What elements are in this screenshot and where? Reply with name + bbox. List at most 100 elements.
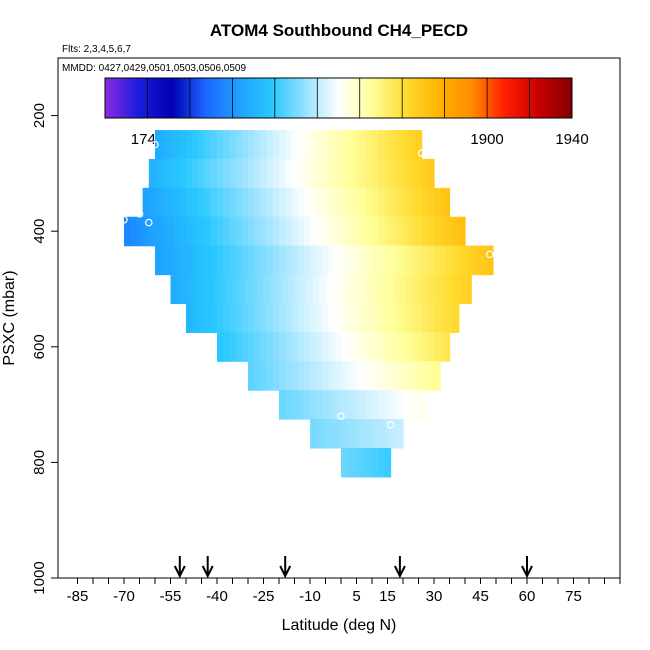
heatmap-cell [412, 274, 420, 305]
heatmap-cell [198, 158, 206, 189]
heatmap-cell [263, 274, 271, 305]
heatmap-cell [167, 130, 175, 160]
observation-marker [485, 250, 494, 259]
x-tick-label: 15 [379, 588, 396, 605]
heatmap-cell [440, 187, 447, 218]
heatmap-cell [415, 303, 423, 333]
heatmap-cell [440, 245, 447, 276]
heatmap-cell [235, 332, 243, 362]
heatmap-cell [421, 245, 429, 276]
x-tick-label: 30 [426, 588, 443, 605]
heatmap-cell [347, 419, 354, 449]
heatmap-cell [266, 130, 274, 160]
heatmap-cell [415, 361, 423, 391]
heatmap-cell [365, 130, 373, 160]
heatmap-cell [186, 245, 193, 276]
heatmap-cell [179, 130, 187, 160]
heatmap-cell [421, 216, 429, 247]
heatmap-cell [477, 245, 485, 276]
heatmap-cell [461, 274, 469, 305]
heatmap-cell [229, 187, 237, 218]
heatmap-cell [337, 274, 345, 305]
heatmap-cell [297, 390, 305, 420]
heatmap-cell [303, 390, 311, 420]
heatmap-cell [201, 274, 209, 305]
flight-arrows [173, 556, 533, 579]
colorbar-gradient [104, 77, 573, 119]
heatmap-cell [248, 130, 255, 160]
heatmap-cell [359, 447, 367, 478]
heatmap-cell [130, 216, 137, 247]
heatmap-cell [427, 158, 435, 189]
observation-marker [120, 215, 128, 224]
heatmap-cell [403, 361, 410, 391]
heatmap-cell [310, 390, 317, 420]
heatmap-cell [427, 216, 435, 247]
heatmap-cell [341, 130, 348, 160]
observation-marker [417, 149, 426, 157]
heatmap-cell [365, 187, 373, 218]
heatmap-cell [328, 361, 336, 391]
heatmap-cell [334, 245, 342, 276]
heatmap-cell [353, 158, 361, 189]
heatmap-cell [316, 245, 323, 276]
heatmap-cell [365, 419, 373, 449]
heatmap-cell [372, 303, 379, 333]
heatmap-cell [204, 158, 212, 189]
heatmap-cell [430, 274, 438, 305]
heatmap-cell [347, 361, 354, 391]
heatmap-cell [300, 274, 308, 305]
heatmap-cell [347, 303, 354, 333]
heatmap-cell [210, 216, 218, 247]
heatmap-cell [279, 130, 286, 160]
heatmap-cell [260, 158, 268, 189]
heatmap-cell [310, 245, 317, 276]
heatmap-cell [368, 274, 376, 305]
heatmap-cell [427, 187, 435, 218]
heatmap-cell [254, 216, 261, 247]
heatmap-cell [167, 187, 175, 218]
heatmap-cell [483, 245, 491, 276]
heatmap-cell [254, 130, 261, 160]
heatmap-cell [244, 274, 252, 305]
heatmap-cell [381, 274, 389, 305]
heatmap-cell [390, 158, 398, 189]
heatmap-cell [310, 130, 317, 160]
heatmap-cell [372, 158, 379, 189]
heatmap-cell [458, 245, 466, 276]
heatmap-cell [260, 303, 268, 333]
heatmap-cell [272, 332, 280, 362]
heatmap-cell [384, 303, 392, 333]
heatmap-cell [297, 303, 305, 333]
heatmap-cell [272, 303, 280, 333]
heatmap-cell [356, 274, 364, 305]
heatmap-cell [223, 245, 230, 276]
heatmap-cell [272, 245, 280, 276]
heatmap-cell [186, 130, 193, 160]
heatmap-cell [322, 390, 330, 420]
heatmap-cell [241, 332, 249, 362]
heatmap-cell [446, 187, 451, 218]
heatmap-cell [328, 187, 336, 218]
heatmap-cell [210, 130, 218, 160]
heatmap-cell [396, 390, 404, 420]
heatmap-cell [378, 361, 385, 391]
heatmap-cell [359, 245, 367, 276]
heatmap-cell [372, 390, 379, 420]
heatmap-cell [378, 419, 385, 449]
heatmap-cell [217, 245, 224, 276]
heatmap-cell [359, 390, 367, 420]
heatmap-cell [124, 216, 131, 247]
heatmap-cell [297, 245, 305, 276]
heatmap-cell [223, 216, 230, 247]
heatmap-cell [217, 158, 224, 189]
heatmap-cell [322, 130, 330, 160]
heatmap-cell [372, 361, 379, 391]
heatmap-cell [443, 274, 451, 305]
heatmap-cell [325, 274, 333, 305]
heatmap-cell [384, 158, 392, 189]
heatmap-cell [254, 361, 261, 391]
heatmap-cell [378, 245, 385, 276]
heatmap-cell [421, 361, 429, 391]
